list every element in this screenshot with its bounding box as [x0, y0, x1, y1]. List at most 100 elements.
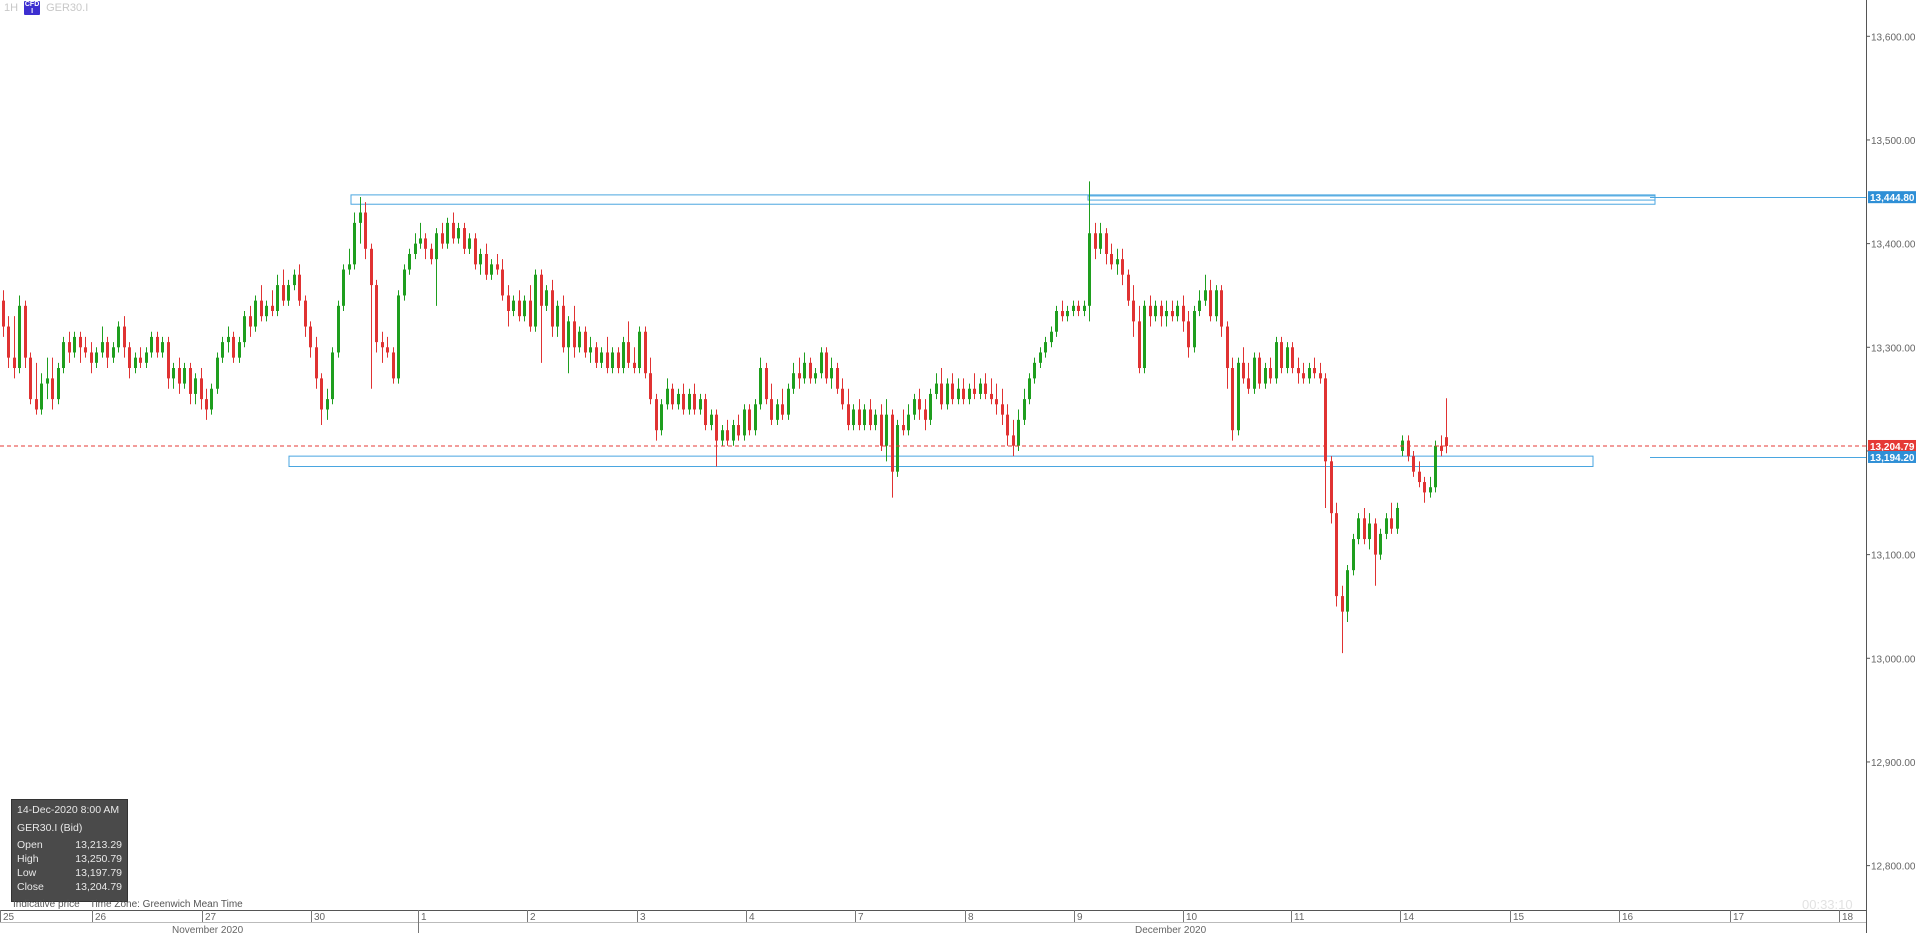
candle-body — [1215, 290, 1218, 317]
candle-body — [249, 316, 252, 327]
candle-body — [968, 388, 971, 400]
candle — [534, 269, 537, 332]
candle-body — [1061, 311, 1064, 317]
y-axis: 12,800.00 12,900.00 13,000.00 13,100.00 13,2… — [1866, 0, 1916, 933]
candle — [644, 326, 647, 379]
timeframe-label[interactable]: 1H — [4, 2, 19, 14]
candle — [221, 336, 224, 363]
candle-body — [1160, 305, 1163, 317]
candle — [1291, 342, 1294, 374]
candle — [551, 279, 554, 337]
candle — [1418, 461, 1421, 488]
candle — [929, 388, 932, 426]
candle-body — [403, 269, 406, 296]
candle — [227, 326, 230, 353]
candle-body — [381, 342, 384, 348]
candle-body — [490, 264, 493, 275]
candle-body — [809, 362, 812, 379]
candle — [1193, 305, 1196, 353]
candle-body — [688, 393, 691, 410]
candle-body — [287, 285, 290, 301]
candle — [397, 290, 400, 384]
candle — [1017, 409, 1020, 451]
candle-body — [962, 388, 965, 400]
candle — [995, 383, 998, 415]
candle — [117, 321, 120, 353]
candle — [880, 404, 883, 451]
candle — [578, 326, 581, 353]
candle-body — [106, 342, 109, 358]
candle — [1088, 181, 1091, 322]
candle-body — [145, 352, 148, 363]
ohlc-datetime: 14-Dec-2020 8:00 AM — [17, 804, 120, 816]
candle-body — [1083, 305, 1086, 311]
candle — [424, 233, 427, 260]
ohlc-info-box: 14-Dec-2020 8:00 AM GER30.I (Bid) Open 1… — [11, 799, 128, 902]
x-tick-label: 11 — [1294, 912, 1305, 923]
candle — [167, 336, 170, 389]
y-tick-label: 12,800.00 — [1871, 862, 1916, 873]
candle-body — [627, 342, 630, 363]
candle — [35, 362, 38, 415]
candle-body — [24, 305, 27, 358]
candle — [1044, 336, 1047, 358]
candle — [704, 393, 707, 431]
candle — [315, 336, 318, 389]
candle-body — [485, 253, 488, 275]
candle — [721, 425, 724, 446]
candle-body — [820, 352, 823, 374]
candle-body — [638, 331, 641, 369]
candle — [441, 222, 444, 249]
candle — [957, 378, 960, 405]
candle-body — [836, 368, 839, 389]
candle — [1160, 300, 1163, 327]
candle-body — [792, 373, 795, 389]
candle-body — [364, 212, 367, 249]
candle — [51, 357, 54, 410]
candle-body — [759, 368, 762, 405]
candle-body — [847, 404, 850, 426]
candle — [490, 259, 493, 280]
candle — [627, 321, 630, 369]
candle — [452, 212, 455, 244]
symbol-label[interactable]: GER30.I — [46, 2, 89, 14]
x-tick-label: 30 — [314, 912, 326, 923]
candle — [907, 404, 910, 436]
candle-body — [534, 274, 537, 327]
candle — [682, 383, 685, 415]
candle-body — [1237, 362, 1240, 431]
candle-body — [1012, 435, 1015, 446]
candle — [1028, 373, 1031, 405]
candle-body — [830, 368, 833, 379]
candle-body — [1116, 259, 1119, 265]
candle — [1165, 300, 1168, 327]
x-tick-label: 15 — [1513, 912, 1525, 923]
candle-body — [46, 378, 49, 384]
current-price-layer — [0, 197, 1866, 458]
month-label: December 2020 — [1135, 925, 1207, 933]
candle — [1143, 300, 1146, 374]
candle-body — [1247, 378, 1250, 389]
candle-body — [205, 399, 208, 410]
candle — [896, 419, 899, 477]
candle — [1039, 347, 1042, 369]
candle-body — [787, 388, 790, 415]
candle-body — [397, 295, 400, 379]
candle-body — [326, 399, 329, 410]
candle-body — [737, 425, 740, 436]
y-tick-label: 13,100.00 — [1871, 551, 1916, 562]
candle-body — [677, 393, 680, 405]
candle-body — [1335, 513, 1338, 597]
candle — [770, 383, 773, 426]
candle — [106, 336, 109, 369]
candle — [463, 222, 466, 254]
candle-body — [869, 409, 872, 426]
candle — [265, 300, 268, 322]
candle — [419, 222, 422, 249]
candle-body — [545, 290, 548, 306]
candle — [1324, 373, 1327, 508]
candle — [671, 383, 674, 410]
candle — [1083, 300, 1086, 317]
